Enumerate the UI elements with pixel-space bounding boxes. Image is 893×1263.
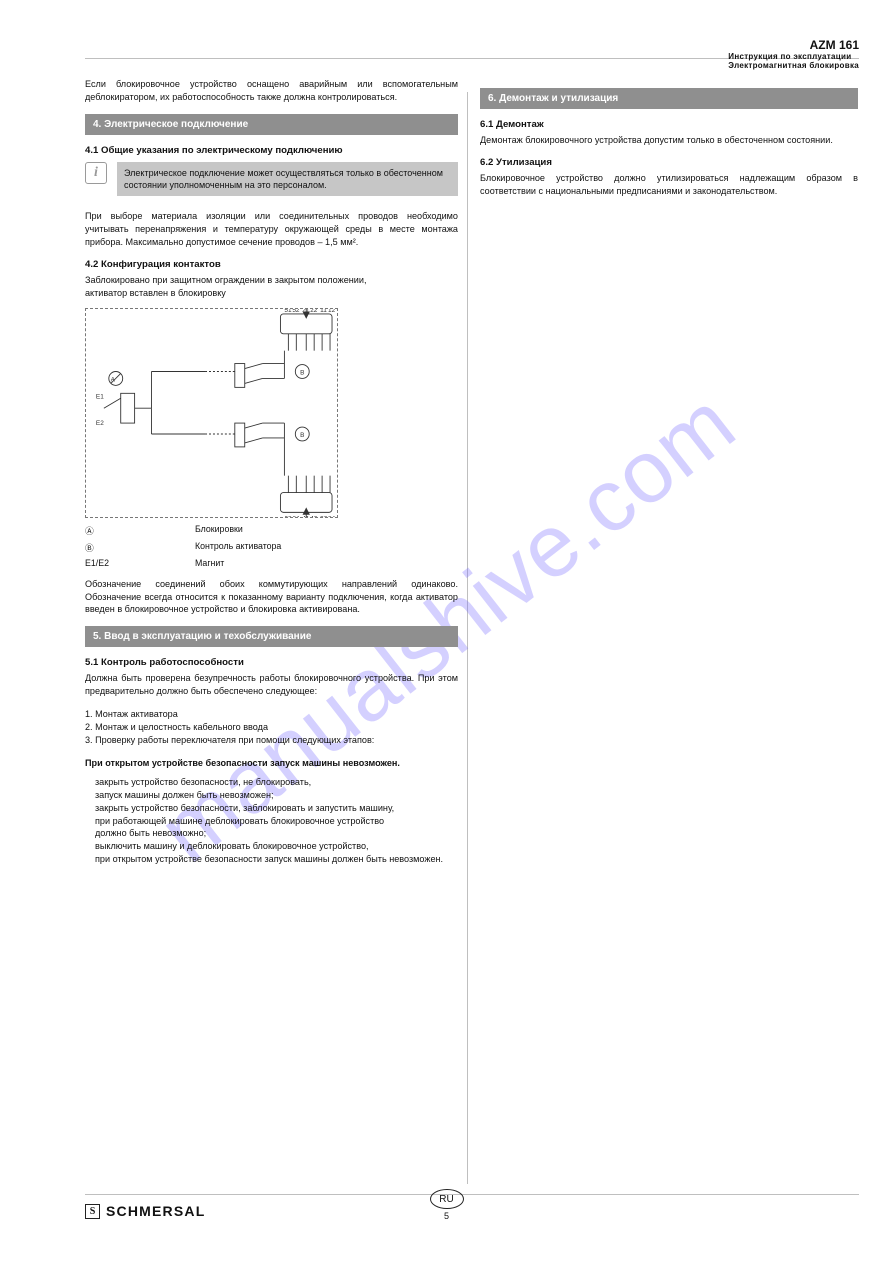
p51-t0: закрыть устройство безопасности, не блок… xyxy=(85,776,458,789)
cfg-line-0: Заблокировано при защитном ограждении в … xyxy=(85,274,458,287)
legend-row-b: Ⓑ Контроль активатора xyxy=(85,541,458,554)
marker-b1: B xyxy=(300,369,304,376)
p51-t4: должно быть невозможно; xyxy=(85,827,458,840)
wiring-diagram: 51 52 21 22 11 12 63 64 41 42 33 34 A B … xyxy=(85,308,338,518)
info-icon: i xyxy=(85,162,107,184)
t-bot-4: 33 xyxy=(320,515,328,517)
p51-tests-title: При открытом устройстве безопасности зап… xyxy=(85,757,458,770)
cfg-line-1: активатор вставлен в блокировку xyxy=(85,287,458,300)
footer-logo: S SCHMERSAL xyxy=(85,1203,205,1219)
t-top-3: 22 xyxy=(310,309,318,314)
logo-icon: S xyxy=(85,1204,100,1219)
info-callout: i Электрическое подключение может осущес… xyxy=(85,162,458,196)
page-oval: RU xyxy=(430,1189,464,1209)
header-product: AZM 161 xyxy=(810,38,859,52)
t-top-4: 11 xyxy=(320,309,327,314)
t-top-1: 52 xyxy=(292,309,300,314)
p51-a: Должна быть проверена безупречность рабо… xyxy=(85,672,458,698)
intro-paragraph: Если блокировочное устройство оснащено а… xyxy=(85,78,458,104)
info-glyph: i xyxy=(94,165,98,181)
p61: Демонтаж блокировочного устройства допус… xyxy=(480,134,858,147)
section-6-2-heading: 6.2 Утилизация xyxy=(480,157,858,168)
marker-e1: E1 xyxy=(96,393,104,400)
t-bot-3: 42 xyxy=(310,515,318,517)
p51-t5: выключить машину и деблокировать блокиро… xyxy=(85,840,458,853)
marker-a: A xyxy=(111,376,116,383)
page: AZM 161 Инструкция по эксплуатации Элект… xyxy=(0,0,893,1263)
marker-b2: B xyxy=(300,432,304,439)
p51-list-2: 3. Проверку работы переключателя при пом… xyxy=(85,734,458,747)
t-top-0: 51 xyxy=(284,309,292,314)
legend-key-a: Ⓐ xyxy=(85,524,195,537)
para-after-info: При выборе материала изоляции или соедин… xyxy=(85,210,458,249)
header-subtitle-text: Инструкция по эксплуатации xyxy=(728,52,851,61)
header-subtitle: Инструкция по эксплуатации Электромагнит… xyxy=(728,52,859,70)
t-bot-5: 34 xyxy=(328,515,336,517)
p51-t6: при открытом устройстве безопасности зап… xyxy=(85,853,458,866)
legend-key-b: Ⓑ xyxy=(85,541,195,554)
legend-row-a: Ⓐ Блокировки xyxy=(85,524,458,537)
section-6-bar: 6. Демонтаж и утилизация xyxy=(480,88,858,109)
header-subtitle-suffix: Электромагнитная блокировка xyxy=(728,61,859,70)
left-column: Если блокировочное устройство оснащено а… xyxy=(85,78,458,866)
rule-bottom xyxy=(85,1194,859,1195)
logo-text: SCHMERSAL xyxy=(106,1203,205,1219)
section-4-2-heading: 4.2 Конфигурация контактов xyxy=(85,259,458,270)
footer-page: RU 5 xyxy=(430,1189,464,1221)
t-bot-1: 64 xyxy=(292,515,300,517)
section-4-1-heading: 4.1 Общие указания по электрическому под… xyxy=(85,145,458,156)
legend-row-e: E1/E2 Магнит xyxy=(85,558,458,568)
p51-list-1: 2. Монтаж и целостность кабельного ввода xyxy=(85,721,458,734)
t-bot-2: 41 xyxy=(302,515,310,517)
section-6-1-heading: 6.1 Демонтаж xyxy=(480,119,858,130)
t-top-2: 21 xyxy=(302,309,310,314)
column-divider xyxy=(467,92,468,1184)
p62: Блокировочное устройство должно утилизир… xyxy=(480,172,858,198)
legend-val-e: Магнит xyxy=(195,558,458,568)
page-number: 5 xyxy=(430,1211,464,1221)
page-lang: RU xyxy=(439,1194,453,1205)
legend-val-a: Блокировки xyxy=(195,524,458,537)
section-5-1-heading: 5.1 Контроль работоспособности xyxy=(85,657,458,668)
info-text: Электрическое подключение может осуществ… xyxy=(117,162,458,196)
p51-t2: закрыть устройство безопасности, заблоки… xyxy=(85,802,458,815)
right-column: 6. Демонтаж и утилизация 6.1 Демонтаж Де… xyxy=(480,78,858,208)
legend-val-b: Контроль активатора xyxy=(195,541,458,554)
wiring-svg: 51 52 21 22 11 12 63 64 41 42 33 34 A B … xyxy=(86,309,337,517)
p51-t1: запуск машины должен быть невозможен; xyxy=(85,789,458,802)
marker-e2: E2 xyxy=(96,420,104,427)
t-top-5: 12 xyxy=(328,309,336,314)
legend-key-e: E1/E2 xyxy=(85,558,195,568)
p51-t3: при работающей машине деблокировать блок… xyxy=(85,815,458,828)
p51-list-0: 1. Монтаж активатора xyxy=(85,708,458,721)
t-bot-0: 63 xyxy=(284,515,292,517)
section-4-bar: 4. Электрическое подключение xyxy=(85,114,458,135)
section-5-bar: 5. Ввод в эксплуатацию и техобслуживание xyxy=(85,626,458,647)
para-after-legend: Обозначение соединений обоих коммутирующ… xyxy=(85,578,458,617)
